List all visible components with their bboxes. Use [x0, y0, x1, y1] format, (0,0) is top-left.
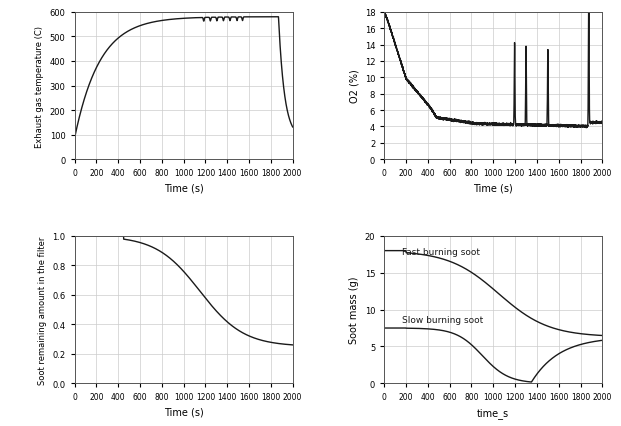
X-axis label: time_s: time_s: [478, 407, 509, 418]
Y-axis label: Soot remaining amount in the filter: Soot remaining amount in the filter: [38, 236, 47, 384]
X-axis label: Time (s): Time (s): [473, 183, 513, 193]
X-axis label: Time (s): Time (s): [164, 407, 204, 417]
X-axis label: Time (s): Time (s): [164, 183, 204, 193]
Text: Fast burning soot: Fast burning soot: [402, 248, 479, 256]
Y-axis label: Soot mass (g): Soot mass (g): [349, 276, 359, 343]
Y-axis label: O2 (%): O2 (%): [349, 69, 359, 103]
Text: Slow burning soot: Slow burning soot: [402, 316, 483, 325]
Y-axis label: Exhaust gas temperature (C): Exhaust gas temperature (C): [35, 26, 44, 147]
